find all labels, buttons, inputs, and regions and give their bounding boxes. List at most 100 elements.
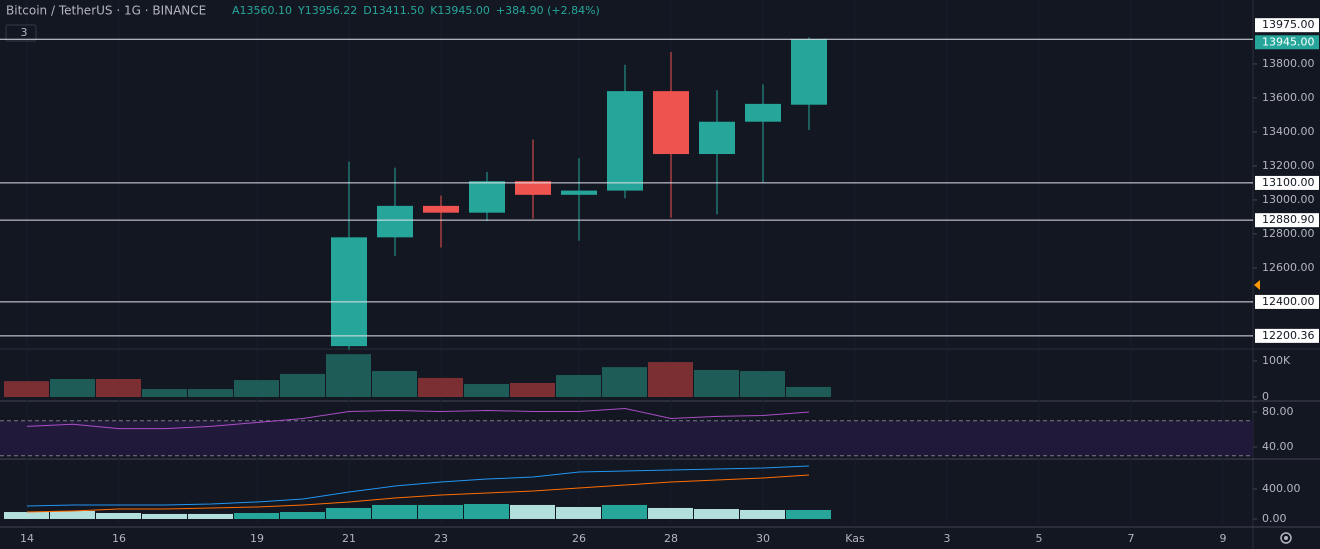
x-tick-label: 3 (944, 532, 951, 545)
y-tick-label: 80.00 (1262, 405, 1294, 418)
y-tick-label: 12600.00 (1262, 261, 1315, 274)
axis-marker-label: 13975.00 (1262, 18, 1315, 31)
macd-line (26, 465, 810, 507)
volume-bar (280, 373, 325, 398)
ohlc-value: +384.90 (+2.84%) (496, 4, 600, 17)
histogram-bar (510, 504, 555, 519)
candle-body (607, 91, 643, 191)
level-label-box (1255, 328, 1319, 343)
histogram-bar (372, 504, 417, 519)
x-tick-label: 19 (250, 532, 264, 545)
level-label: 12880.90 (1262, 213, 1315, 226)
volume-bar (188, 389, 233, 398)
ohlc-value: A13560.10 (232, 4, 292, 17)
x-tick-label: 23 (434, 532, 448, 545)
volume-bar (234, 380, 279, 398)
settings-gear[interactable] (1280, 532, 1292, 544)
y-tick-label: 13800.00 (1262, 57, 1315, 70)
candle-body (331, 237, 367, 347)
x-tick-label: 28 (664, 532, 678, 545)
candle-body (791, 39, 827, 105)
badge-box (5, 24, 37, 42)
volume-bar (142, 389, 187, 398)
chart-title: Bitcoin / TetherUS · 1G · BINANCE (6, 4, 206, 18)
candle-body (745, 103, 781, 122)
x-tick-label: 30 (756, 532, 770, 545)
band (0, 420, 1253, 456)
y-tick-label: 40.00 (1262, 440, 1294, 453)
x-tick-label: 7 (1128, 532, 1135, 545)
rsi-line (26, 407, 810, 430)
volume-bar (50, 379, 95, 398)
histogram-bar (694, 509, 739, 519)
histogram-bar (142, 513, 187, 519)
level-label: 13100.00 (1262, 176, 1315, 189)
volume-bar (740, 371, 785, 398)
histogram-bar (556, 506, 601, 519)
histogram-bar (50, 510, 95, 519)
y-tick-label: 0.00 (1262, 512, 1287, 525)
histogram-bar (280, 512, 325, 519)
histogram-bar (648, 507, 693, 519)
candle-body (561, 190, 597, 195)
volume-bar (96, 379, 141, 398)
y-tick-label: 100K (1262, 354, 1291, 367)
histogram-bar (234, 512, 279, 519)
histogram-bar (418, 504, 463, 519)
y-tick-label: 13600.00 (1262, 91, 1315, 104)
y-tick-label: 0 (1262, 390, 1269, 403)
volume-bar (510, 382, 555, 398)
volume-bar (694, 370, 739, 398)
histogram-bar (602, 504, 647, 519)
volume-bar (418, 377, 463, 398)
histogram-bar (326, 507, 371, 519)
volume-bar (602, 367, 647, 398)
x-tick-label: 16 (112, 532, 126, 545)
x-tick-label: Kas (845, 532, 865, 545)
candle-body (653, 91, 689, 155)
alert-marker (1254, 280, 1260, 290)
x-tick-label: 26 (572, 532, 586, 545)
candle-body (423, 205, 459, 213)
volume-bar (464, 384, 509, 398)
ohlc-value: Y13956.22 (297, 4, 357, 17)
y-tick-label: 13200.00 (1262, 159, 1315, 172)
axis-marker-box (1255, 18, 1319, 33)
x-tick-label: 5 (1036, 532, 1043, 545)
ohlc-value: K13945.00 (430, 4, 490, 17)
volume-bar (556, 375, 601, 398)
level-label-box (1255, 175, 1319, 190)
y-tick-label: 12800.00 (1262, 227, 1315, 240)
candle-body (699, 121, 735, 155)
y-tick-label: 13400.00 (1262, 125, 1315, 138)
level-label-box (1255, 213, 1319, 228)
level-label: 13945.00 (1262, 35, 1315, 48)
y-tick-label: 400.00 (1262, 482, 1301, 495)
candle-body (377, 205, 413, 238)
candle-body (469, 181, 505, 213)
x-tick-label: 21 (342, 532, 356, 545)
volume-bar (648, 362, 693, 398)
level-label: 12400.00 (1262, 295, 1315, 308)
y-tick-label: 13000.00 (1262, 193, 1315, 206)
volume-bar (326, 354, 371, 398)
volume-bar (372, 371, 417, 398)
histogram-bar (740, 509, 785, 519)
macd-line (26, 474, 810, 513)
level-label-box (1255, 35, 1319, 50)
histogram-bar (4, 512, 49, 519)
badge: 3 (21, 26, 28, 39)
ohlc-value: D13411.50 (363, 4, 424, 17)
volume-bar (786, 386, 831, 398)
x-tick-label: 14 (20, 532, 34, 545)
histogram-bar (96, 512, 141, 519)
x-tick-label: 9 (1220, 532, 1227, 545)
histogram-bar (786, 509, 831, 519)
volume-bar (4, 381, 49, 398)
histogram-bar (188, 513, 233, 519)
candle-body (515, 181, 551, 195)
level-label-box (1255, 294, 1319, 309)
histogram-bar (464, 503, 509, 519)
